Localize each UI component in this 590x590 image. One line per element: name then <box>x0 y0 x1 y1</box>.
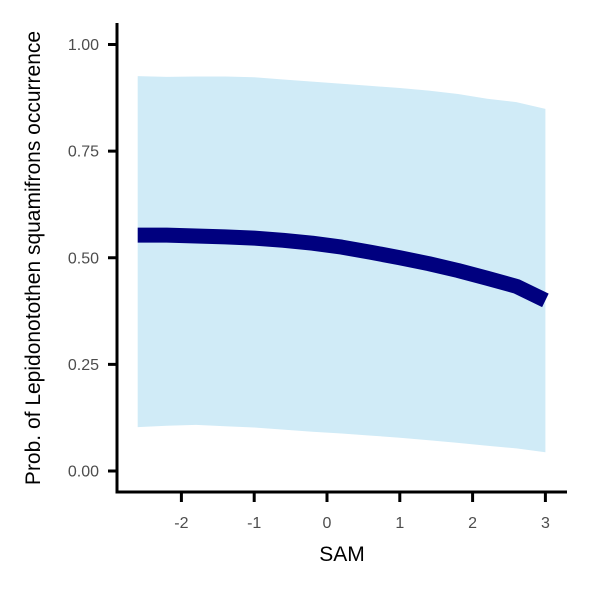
y-tick-label: 0.25 <box>68 357 99 374</box>
confidence-ribbon-0 <box>137 76 546 453</box>
fitted-line-0 <box>137 227 549 308</box>
y-tick-label: 1.00 <box>68 37 99 54</box>
x-tick-label: -1 <box>247 515 261 532</box>
y-tick-label: 0.75 <box>68 144 99 161</box>
plot-area <box>137 76 549 453</box>
x-tick-label: 1 <box>395 515 404 532</box>
x-tick-label: -2 <box>174 515 188 532</box>
x-tick-label: 2 <box>468 515 477 532</box>
x-tick-label: 3 <box>541 515 550 532</box>
y-tick-label: 0.00 <box>68 464 99 481</box>
y-tick-label: 0.50 <box>68 250 99 267</box>
x-axis-title: SAM <box>319 543 365 566</box>
ticks: 0.00 0.25 0.50 0.75 1.00 -2 -1 0 1 2 3 <box>68 37 550 532</box>
y-axis-title: Prob. of Lepidonotothen squamifrons occu… <box>22 31 45 485</box>
x-tick-label: 0 <box>323 515 332 532</box>
